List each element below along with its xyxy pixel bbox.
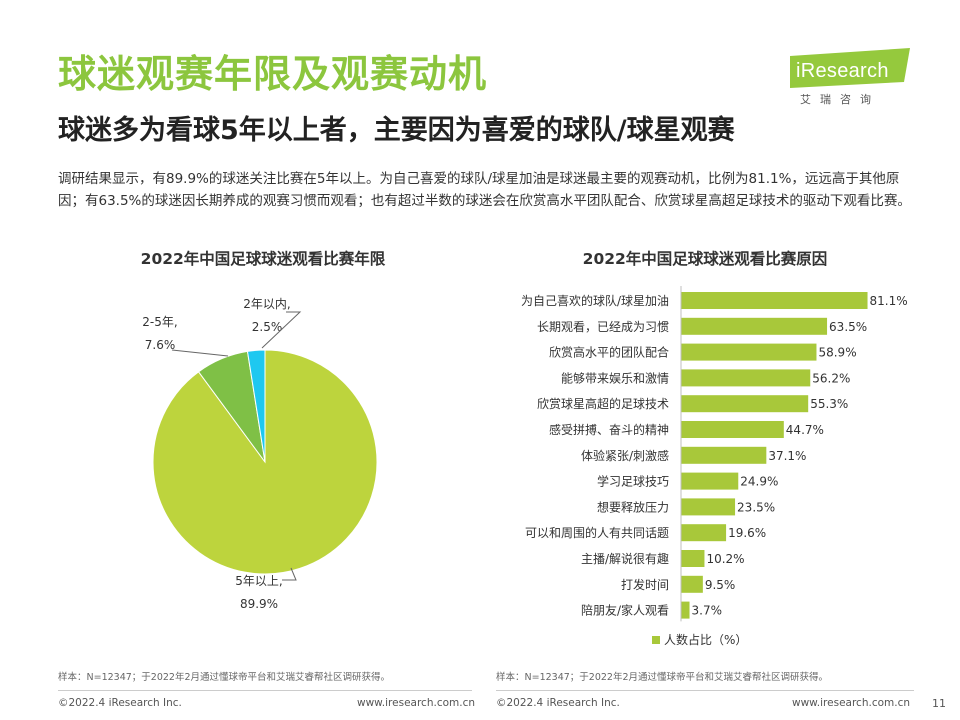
bar-category-label: 主播/解说很有趣 xyxy=(581,551,669,566)
bar-category-label: 长期观看，已经成为习惯 xyxy=(537,319,669,334)
bar xyxy=(681,292,868,309)
logo-cn-text: 艾瑞咨询 xyxy=(800,93,880,106)
bar xyxy=(681,343,817,361)
bar xyxy=(681,550,705,567)
description-text: 调研结果显示，有89.9%的球迷关注比赛在5年以上。为自己喜爱的球队/球星加油是… xyxy=(58,171,911,209)
logo-badge-icon xyxy=(790,48,910,88)
page-subtitle: 球迷多为看球5年以上者，主要因为喜爱的球队/球星观赛 xyxy=(58,115,735,146)
page-title: 球迷观赛年限及观赛动机 xyxy=(58,52,488,96)
bar-value-label: 9.5% xyxy=(705,578,736,592)
bar-value-label: 58.9% xyxy=(818,346,856,360)
pie-value-label: 7.6% xyxy=(145,338,176,352)
bar-category-label: 能够带来娱乐和激情 xyxy=(561,371,669,385)
bar-value-label: 63.5% xyxy=(829,320,867,334)
logo-text: iResearch xyxy=(796,60,889,82)
pie-value-label: 2.5% xyxy=(252,320,283,334)
bar-value-label: 44.7% xyxy=(786,423,824,437)
legend-swatch xyxy=(652,636,660,644)
bar-value-label: 55.3% xyxy=(810,397,848,411)
bar-value-label: 19.6% xyxy=(728,526,766,540)
page-number: 11 xyxy=(932,697,946,710)
bar-value-label: 24.9% xyxy=(740,475,778,489)
bar xyxy=(681,446,767,464)
bar xyxy=(681,317,828,335)
bar-chart: 为自己喜欢的球队/球星加油 81.1% 长期观看，已经成为习惯 63.5% 欣赏高水平的… xyxy=(521,286,908,647)
footer-copyright-left: ©2022.4 iResearch Inc. xyxy=(58,697,182,709)
bar-chart-title: 2022年中国足球球迷观看比赛原因 xyxy=(582,250,828,268)
sample-note-right: 样本：N=12347；于2022年2月通过懂球帝平台和艾瑞艾睿帮社区调研获得。 xyxy=(496,672,829,683)
bar-category-label: 学习足球技巧 xyxy=(597,474,669,489)
legend-label: 人数占比（%） xyxy=(664,632,747,647)
pie-leader-line xyxy=(171,349,229,357)
bar-category-label: 为自己喜欢的球队/球星加油 xyxy=(521,293,669,308)
bar-category-label: 欣赏高水平的团队配合 xyxy=(549,345,669,360)
bar-category-label: 打发时间 xyxy=(621,577,669,592)
bar-category-label: 感受拼搏、奋斗的精神 xyxy=(549,422,669,437)
bar xyxy=(681,498,736,516)
footer-divider-left xyxy=(58,690,472,691)
bar-category-label: 想要释放压力 xyxy=(597,499,669,514)
sample-note-left: 样本：N=12347；于2022年2月通过懂球帝平台和艾瑞艾睿帮社区调研获得。 xyxy=(58,672,391,683)
pie-label: 2-5年, xyxy=(142,315,177,329)
pie-leader-line xyxy=(261,311,302,349)
pie-value-label: 89.9% xyxy=(240,597,278,611)
footer-url-right: www.iresearch.com.cn xyxy=(792,697,911,709)
bar-category-label: 陪朋友/家人观看 xyxy=(581,603,669,618)
bar-value-label: 3.7% xyxy=(692,604,723,618)
bar-category-label: 可以和周围的人有共同话题 xyxy=(525,525,669,540)
bar-value-label: 37.1% xyxy=(768,449,806,463)
pie-label: 2年以内, xyxy=(243,297,290,311)
bar xyxy=(681,601,690,619)
bar xyxy=(681,395,809,413)
bar-value-label: 81.1% xyxy=(870,294,908,308)
pie-chart-title: 2022年中国足球球迷观看比赛年限 xyxy=(140,250,386,268)
bar-value-label: 56.2% xyxy=(812,371,850,385)
bar-category-label: 体验紧张/刺激感 xyxy=(581,448,669,463)
bar xyxy=(681,472,739,490)
pie-slice xyxy=(246,349,266,463)
bar-value-label: 10.2% xyxy=(706,552,744,566)
pie-leader-line xyxy=(282,567,297,581)
bar-value-label: 23.5% xyxy=(737,500,775,514)
bar xyxy=(681,524,727,542)
footer-divider-right xyxy=(496,690,914,691)
pie-chart: 5年以上, 89.9% 2-5年, 7.6% 2年以内, 2.5% xyxy=(142,297,378,611)
iresearch-logo: iResearch 艾瑞咨询 xyxy=(790,48,915,110)
bar xyxy=(681,369,811,387)
pie-label: 5年以上, xyxy=(235,574,282,588)
bar xyxy=(681,575,703,593)
bar xyxy=(681,421,784,438)
footer-copyright-right: ©2022.4 iResearch Inc. xyxy=(496,697,620,709)
footer-url-left: www.iresearch.com.cn xyxy=(357,697,476,709)
bar-category-label: 欣赏球星高超的足球技术 xyxy=(537,396,669,411)
